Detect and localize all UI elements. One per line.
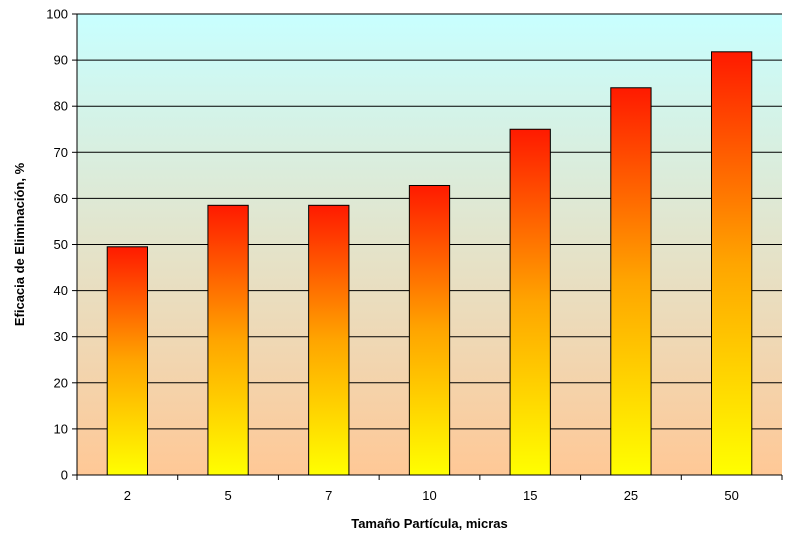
bar: [308, 204, 350, 476]
y-tick-label: 60: [54, 191, 68, 206]
x-tick-label: 15: [523, 488, 537, 503]
x-tick-label: 2: [124, 488, 131, 503]
bar: [106, 246, 148, 476]
y-tick-label: 0: [61, 468, 68, 483]
y-tick-label: 40: [54, 283, 68, 298]
y-tick-label: 30: [54, 329, 68, 344]
y-tick-label: 20: [54, 375, 68, 390]
x-axis-title: Tamaño Partícula, micras: [351, 516, 508, 531]
bar: [610, 87, 652, 476]
axes: [72, 13, 783, 480]
x-tick-label: 7: [325, 488, 332, 503]
y-tick-label: 100: [46, 7, 68, 22]
bar: [408, 184, 451, 476]
x-tick-label: 10: [422, 488, 436, 503]
y-tick-label: 50: [54, 237, 68, 252]
y-tick-label: 80: [54, 99, 68, 114]
bars: [106, 51, 753, 476]
bar: [207, 204, 249, 476]
bar: [509, 128, 551, 476]
bar: [711, 51, 753, 476]
x-tick-label: 25: [624, 488, 638, 503]
y-tick-label: 70: [54, 145, 68, 160]
y-tick-label: 10: [54, 421, 68, 436]
x-tick-labels: 2 5 7 10 15 25 50: [124, 488, 739, 503]
x-tick-label: 5: [224, 488, 231, 503]
y-tick-labels: 0 10 20 30 40 50 60 70 80 90 100: [46, 7, 68, 483]
y-tick-label: 90: [54, 53, 68, 68]
y-axis-title: Eficacia de Eliminación, %: [12, 162, 27, 326]
x-tick-label: 50: [724, 488, 738, 503]
